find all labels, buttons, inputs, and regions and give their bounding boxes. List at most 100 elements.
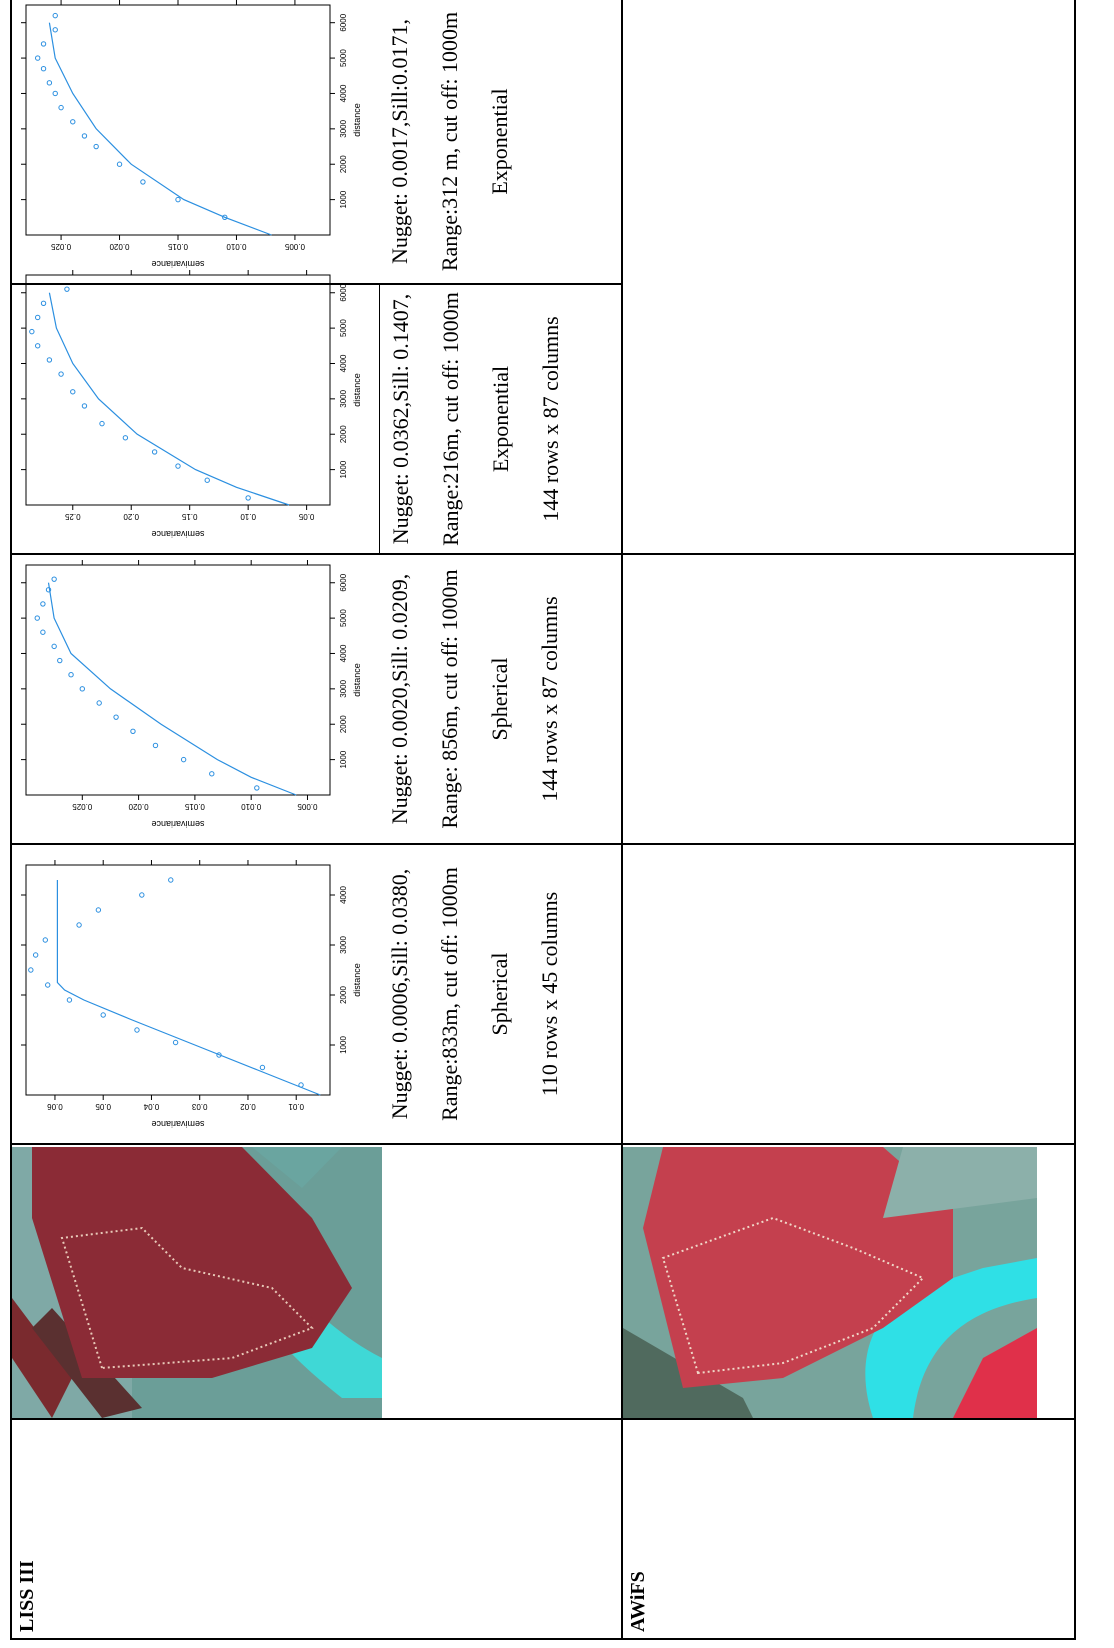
y-tick-label: 0.05 [95, 1102, 111, 1111]
variogram-cell: 1000 2000 3000 4000 5000 6000 0.005 0.010 0.015 0… [11, 554, 622, 844]
data-point [40, 65, 47, 72]
data-point [96, 700, 102, 706]
data-point [70, 119, 76, 125]
fit-line [47, 582, 297, 796]
data-point [79, 686, 85, 692]
caption-line: Spherical [487, 952, 512, 1036]
data-point [209, 771, 215, 777]
caption-line: Nugget: 0.0362,Sill: 0.1407, [388, 293, 413, 545]
y-tick-label: 0.25 [64, 512, 80, 521]
caption-line: Exponential [488, 365, 513, 473]
y-tick-label: 0.025 [72, 802, 93, 811]
image-cell [622, 1144, 1075, 1419]
x-tick-label: 1000 [339, 460, 348, 478]
caption-line: 110 rows x 45 columns [537, 891, 562, 1097]
caption-line: Nugget: 0.0017,Sill:0.0171, [387, 18, 412, 265]
data-point [175, 463, 181, 469]
row-label: AWiFS [622, 1419, 1075, 1639]
x-axis-label: distance [352, 663, 362, 697]
data-point [298, 1082, 304, 1088]
variogram-cell: 1000 2000 3000 4000 0.01 0.02 0.03 0.04 0.05 0.06… [11, 844, 622, 1144]
data-point [222, 214, 228, 221]
data-point [254, 785, 260, 791]
x-axis-label: distance [352, 373, 362, 407]
y-tick-label: 0.005 [297, 802, 318, 811]
satellite-image [623, 1147, 1037, 1418]
x-tick-label: 3000 [339, 389, 348, 407]
data-point [204, 477, 210, 483]
y-axis-label: semivariance [151, 529, 204, 539]
variogram-plot: 1000 2000 3000 4000 5000 6000 0.05 0.10 0.15 0.20… [21, 270, 362, 539]
x-tick-label: 4000 [339, 644, 348, 662]
y-tick-label: 0.06 [47, 1102, 63, 1111]
caption-line: Nugget: 0.0020,Sill: 0.0209, [387, 573, 412, 825]
data-point [46, 80, 53, 86]
caption: Nugget: 0.0017,Sill:0.0171, Range:312 m, … [379, 0, 512, 283]
data-point [134, 1027, 140, 1033]
y-tick-label: 0.020 [109, 242, 130, 251]
x-tick-label: 6000 [339, 13, 348, 31]
caption-line: Nugget: 0.0006,Sill: 0.0380, [387, 868, 412, 1120]
row-label: LISS III [11, 1419, 622, 1639]
data-point [34, 314, 41, 321]
empty-cell [622, 0, 1075, 554]
caption-line: Range:312 m, cut off: 1000m [437, 11, 462, 272]
y-tick-label: 0.005 [284, 242, 305, 251]
x-axis-label: distance [352, 103, 362, 137]
variogram-cell: 1000 2000 3000 4000 5000 6000 0.005 0.010 0.015 0… [11, 0, 622, 284]
plot-frame [25, 274, 331, 506]
x-tick-label: 1000 [339, 190, 348, 208]
x-tick-label: 3000 [339, 119, 348, 137]
data-point [58, 104, 64, 111]
empty-cell [622, 844, 1075, 1144]
image-cell [11, 1144, 622, 1419]
data-point [151, 449, 158, 455]
x-tick-label: 6000 [339, 573, 348, 591]
data-point [93, 143, 99, 150]
y-tick-label: 0.01 [288, 1102, 304, 1111]
y-tick-label: 0.015 [167, 242, 188, 251]
x-tick-label: 5000 [339, 319, 348, 337]
satellite-image [12, 1147, 382, 1418]
data-point [168, 877, 174, 883]
data-point [152, 742, 159, 749]
x-tick-label: 3000 [339, 936, 348, 954]
data-point [175, 196, 181, 203]
y-axis-label: semivariance [151, 1119, 204, 1129]
data-point [216, 1052, 222, 1058]
y-tick-label: 0.015 [184, 802, 205, 811]
data-point [29, 328, 35, 335]
data-point [28, 967, 34, 973]
plot-frame [25, 864, 331, 1096]
data-point [34, 615, 40, 621]
data-point [139, 892, 145, 898]
y-tick-label: 0.010 [241, 802, 262, 811]
fit-line [48, 292, 290, 506]
data-point [122, 435, 129, 441]
data-point [180, 756, 187, 763]
x-tick-label: 2000 [339, 715, 348, 733]
y-tick-label: 0.03 [191, 1102, 207, 1111]
y-tick-label: 0.02 [240, 1102, 256, 1111]
data-point [34, 343, 41, 349]
y-axis-label: semivariance [151, 259, 204, 269]
data-point [45, 982, 51, 988]
y-tick-label: 0.010 [226, 242, 247, 251]
row: LISS III 1000 2000 3000 4000 0.01 0.02 0.03 0.0… [11, 0, 622, 1639]
data-point [259, 1064, 266, 1071]
data-point [51, 643, 57, 650]
caption: Nugget: 0.0362,Sill: 0.1407, Range:216m, … [379, 285, 563, 553]
caption: Nugget: 0.0006,Sill: 0.0380, Range:833m, … [379, 845, 562, 1143]
x-tick-label: 3000 [339, 679, 348, 697]
y-tick-label: 0.20 [123, 512, 139, 521]
data-point [113, 714, 119, 720]
x-tick-label: 2000 [339, 155, 348, 173]
variogram-plot: 1000 2000 3000 4000 0.01 0.02 0.03 0.04 0.05 0.06… [21, 860, 362, 1129]
data-point [140, 179, 146, 185]
data-point [40, 41, 47, 47]
data-point [34, 55, 41, 61]
data-point [51, 576, 57, 582]
data-point [68, 671, 74, 678]
data-point [40, 300, 47, 307]
